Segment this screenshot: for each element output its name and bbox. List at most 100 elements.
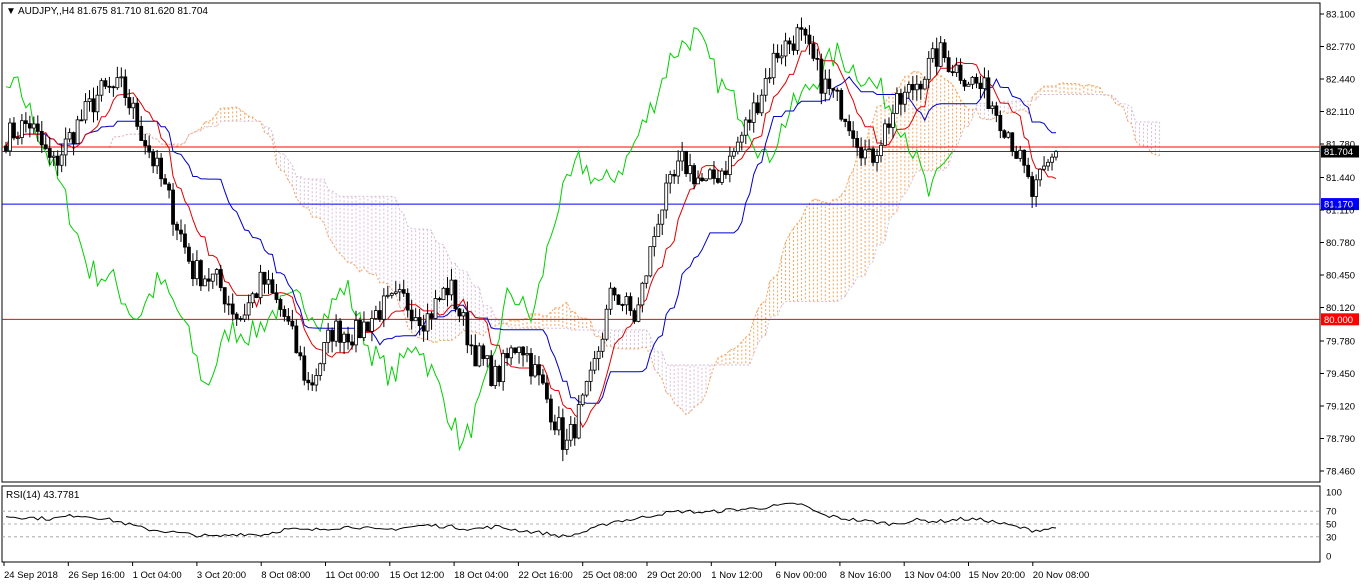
candle-body <box>537 364 541 376</box>
candle-body <box>962 79 967 87</box>
candle-body <box>529 353 533 377</box>
main-panel-frame <box>1 2 1321 483</box>
candle-body <box>67 132 72 140</box>
candle-body <box>541 374 545 384</box>
candle-body <box>636 304 641 322</box>
candle-body <box>596 350 601 359</box>
candle-body <box>1034 179 1039 197</box>
candle-body <box>632 310 637 322</box>
horizontal-levels[interactable]: 81.704 81.170 80.000 <box>2 145 1359 326</box>
candle-body <box>433 298 438 319</box>
candle-body <box>552 421 557 431</box>
candle-body <box>242 314 247 320</box>
candle-body <box>147 145 152 153</box>
time-tick-label: 3 Oct 20:00 <box>197 570 246 581</box>
candle-body <box>823 78 828 94</box>
candle-body <box>692 165 696 185</box>
candle-body <box>425 313 430 332</box>
candle-body <box>572 424 577 439</box>
candle-body <box>107 85 112 88</box>
price-tick-label: 79.450 <box>1326 369 1355 380</box>
time-tick-label: 8 Nov 16:00 <box>840 570 891 581</box>
candle-body <box>4 145 8 152</box>
rsi-tick-label: 0 <box>1326 552 1331 563</box>
candle-body <box>600 338 605 352</box>
candle-body <box>608 287 613 310</box>
candle-body <box>720 170 724 183</box>
candle-body <box>35 123 40 132</box>
candle-body <box>91 98 96 113</box>
candle-body <box>214 269 219 275</box>
time-tick-label: 26 Sep 16:00 <box>68 570 125 581</box>
candle-body <box>974 76 979 84</box>
rsi-title: RSI(14) 43.7781 <box>6 490 80 501</box>
candle-body <box>803 28 808 36</box>
candle-body <box>966 83 971 87</box>
candle-body <box>83 101 88 121</box>
candle-body <box>759 94 764 114</box>
candle-body <box>489 355 494 386</box>
candle-body <box>978 82 983 90</box>
candle-body <box>930 48 935 59</box>
candle-body <box>234 313 239 319</box>
candle-body <box>465 312 470 346</box>
price-tick-label: 79.120 <box>1326 401 1355 412</box>
level-tag <box>1321 145 1359 158</box>
candle-body <box>449 279 454 296</box>
candle-body <box>616 294 621 305</box>
candle-body <box>863 149 867 159</box>
time-tick-label: 29 Oct 20:00 <box>647 570 701 581</box>
level-tag <box>1321 198 1359 211</box>
candle-body <box>31 123 36 129</box>
candle-body <box>767 77 772 80</box>
candle-body <box>254 293 259 298</box>
candle-body <box>75 119 80 144</box>
candle-body <box>783 40 788 57</box>
time-tick-label: 25 Oct 08:00 <box>583 570 637 581</box>
candle-body <box>891 112 895 128</box>
candle-body <box>926 57 931 80</box>
candle-body <box>16 137 20 139</box>
candle-body <box>950 71 955 74</box>
senkou-span-b-line <box>108 94 1160 366</box>
candle-body <box>731 151 736 157</box>
candle-body <box>358 320 362 339</box>
candle-body <box>167 183 171 191</box>
candle-body <box>59 154 64 166</box>
candle-body <box>990 105 995 109</box>
candle-body <box>469 344 474 347</box>
candle-body <box>1046 161 1050 167</box>
candle-body <box>827 78 832 89</box>
level-tag <box>1321 313 1359 326</box>
candle-body <box>580 394 585 405</box>
indicator-lines <box>5 27 1057 452</box>
candle-body <box>676 160 681 177</box>
candle-body <box>497 365 502 383</box>
time-tick-label: 6 Nov 00:00 <box>776 570 827 581</box>
candle-body <box>362 321 366 339</box>
candle-body <box>262 271 267 285</box>
candle-body <box>942 42 947 59</box>
candle-body <box>688 165 692 175</box>
candle-body <box>883 123 887 146</box>
time-tick-label: 20 Nov 08:00 <box>1033 570 1090 581</box>
symbol-header-arrow[interactable]: ▼ <box>6 6 16 17</box>
candle-body <box>222 287 227 305</box>
candle-body <box>696 177 700 185</box>
candle-body <box>63 138 68 156</box>
candle-body <box>143 140 148 147</box>
time-tick-label: 1 Nov 12:00 <box>711 570 762 581</box>
candle-body <box>429 313 434 319</box>
candle-body <box>938 42 943 67</box>
candle-body <box>310 382 315 386</box>
time-tick-label: 15 Oct 12:00 <box>390 570 444 581</box>
candle-body <box>640 282 645 306</box>
candle-body <box>12 122 16 139</box>
rsi-line <box>5 502 1057 539</box>
candle-body <box>338 320 342 343</box>
price-tick-label: 83.100 <box>1326 10 1355 21</box>
candle-body <box>155 157 160 167</box>
axes: 83.100 82.770 82.440 82.110 81.780 81.440 81.1… <box>3 10 1355 581</box>
candle-body <box>517 346 521 354</box>
